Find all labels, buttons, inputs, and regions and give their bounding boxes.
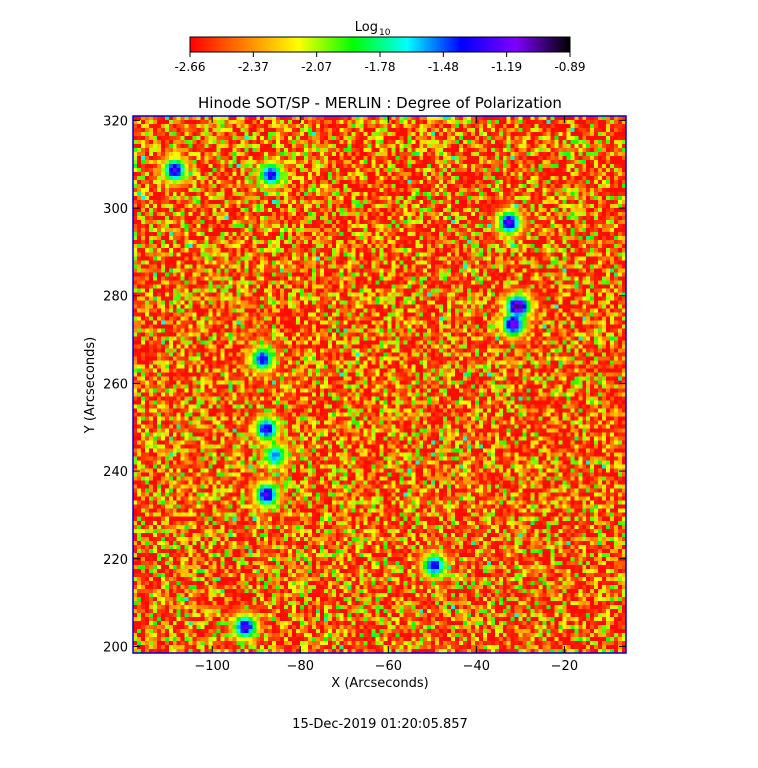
y-axis: 200 220 240 260 280 300 320 — [103, 114, 626, 655]
x-axis: −100 −80 −60 −40 −20 — [194, 116, 578, 674]
colorbar — [189, 36, 571, 53]
x-tick-label: −100 — [194, 659, 230, 674]
y-tick-label: 280 — [103, 290, 128, 305]
colorbar-tick-label: -2.37 — [238, 60, 269, 74]
x-tick-label: −40 — [463, 659, 490, 674]
x-axis-label: X (Arcseconds) — [331, 676, 428, 691]
colorbar-tick-label: -1.19 — [491, 60, 522, 74]
y-tick-label: 320 — [103, 114, 128, 129]
timestamp: 15-Dec-2019 01:20:05.857 — [292, 717, 468, 732]
colorbar-tick-label: -1.78 — [364, 60, 395, 74]
x-tick-label: −60 — [375, 659, 402, 674]
colorbar-label: Log — [355, 20, 378, 35]
heatmap-plot — [132, 115, 627, 654]
y-tick-label: 220 — [103, 553, 128, 568]
heatmap-image — [133, 116, 626, 653]
colorbar-tick-label: -2.66 — [174, 60, 205, 74]
colorbar-tick-label: -0.89 — [554, 60, 585, 74]
colorbar-tick-label: -1.48 — [428, 60, 459, 74]
y-tick-label: 240 — [103, 465, 128, 480]
colorbar-ticks: -2.66 -2.37 -2.07 -1.78 -1.48 -1.19 -0.89 — [174, 52, 586, 74]
y-tick-label: 260 — [103, 377, 128, 392]
y-tick-label: 300 — [103, 202, 128, 217]
colorbar-tick-label: -2.07 — [301, 60, 332, 74]
x-tick-label: −20 — [551, 659, 578, 674]
y-tick-label: 200 — [103, 640, 128, 655]
plot-frame — [132, 115, 627, 654]
chart-title: Hinode SOT/SP - MERLIN : Degree of Polar… — [198, 94, 562, 112]
y-axis-label: Y (Arcseconds) — [83, 337, 98, 434]
colorbar-label-subscript: 10 — [379, 28, 391, 38]
x-tick-label: −80 — [287, 659, 314, 674]
